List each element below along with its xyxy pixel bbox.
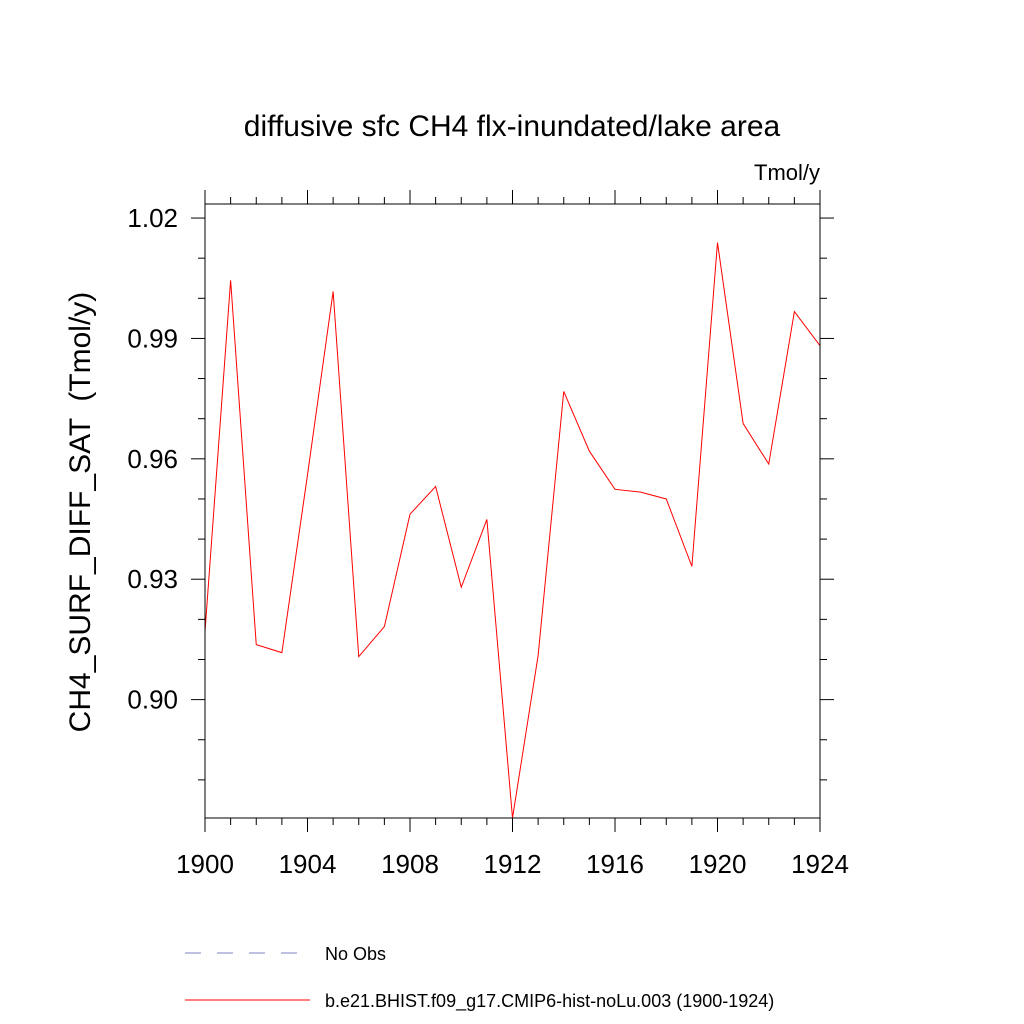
x-tick-label: 1904	[279, 849, 337, 879]
series-layer	[204, 242, 821, 819]
x-tick-label: 1916	[586, 849, 644, 879]
x-tick-label: 1900	[176, 849, 234, 879]
y-axis-label: CH4_SURF_DIFF_SAT (Tmol/y)	[64, 292, 97, 733]
series-line	[204, 242, 821, 819]
y-tick-label: 0.96	[127, 444, 178, 474]
x-tick-label: 1912	[484, 849, 542, 879]
y-tick-label: 1.02	[127, 203, 178, 233]
x-tick-label: 1908	[381, 849, 439, 879]
x-tick-label: 1924	[791, 849, 849, 879]
legend: No Obs b.e21.BHIST.f09_g17.CMIP6-hist-no…	[185, 944, 774, 1012]
y-tick-label: 0.90	[127, 685, 178, 715]
chart-title: diffusive sfc CH4 flx-inundated/lake are…	[244, 110, 781, 143]
major-ticks	[191, 190, 834, 832]
legend-label-model-run: b.e21.BHIST.f09_g17.CMIP6-hist-noLu.003 …	[325, 991, 774, 1012]
minor-ticks	[198, 197, 827, 825]
plot-frame	[204, 203, 821, 819]
legend-label-no-obs: No Obs	[325, 944, 386, 964]
x-tick-label: 1920	[689, 849, 747, 879]
tick-labels: 1900 1904 1908 1912 1916 1920 1924 0.90 0.93 0.96…	[127, 203, 849, 879]
units-label: Tmol/y	[754, 160, 820, 185]
y-tick-label: 0.93	[127, 564, 178, 594]
y-tick-label: 0.99	[127, 323, 178, 353]
